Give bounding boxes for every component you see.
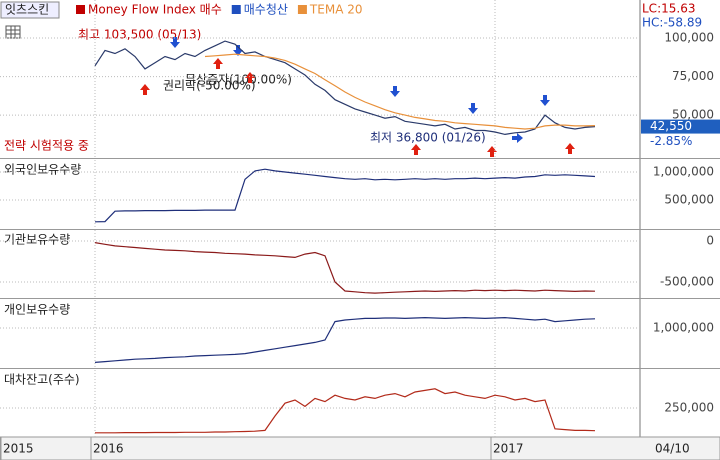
data-line xyxy=(94,242,596,294)
y-tick-label: 0 xyxy=(706,233,714,247)
chart-title: 잇츠스킨 xyxy=(5,3,49,17)
last-price-box xyxy=(641,119,720,134)
data-line xyxy=(94,316,596,363)
x-tick-label: 2017 xyxy=(493,442,524,456)
panel-title: 대차잔고(주수) xyxy=(4,373,80,387)
grid-icon-lines xyxy=(6,26,20,38)
annotation: 전략 시험적용 중 xyxy=(4,139,89,153)
data-line xyxy=(204,53,596,130)
annotation: 최고 103,500 (05/13) xyxy=(78,28,201,42)
data-line xyxy=(94,168,596,223)
sell-signals xyxy=(170,37,550,143)
legend-swatch xyxy=(231,5,241,14)
data-line xyxy=(95,388,596,434)
x-axis-box xyxy=(0,436,720,460)
y-tick-label: 1,000,000 xyxy=(653,321,714,335)
x-tick-label: 2016 xyxy=(93,442,124,456)
y-tick-label: 1,000,000 xyxy=(653,164,714,178)
title-box xyxy=(0,1,60,19)
change-label: -2.85% xyxy=(650,134,692,148)
lc-label: LC:15.63 xyxy=(642,2,695,16)
legend-label: TEMA 20 xyxy=(309,3,363,17)
annotation: 무상증자(100.00%) xyxy=(185,73,292,87)
hc-label: HC:-58.89 xyxy=(642,16,702,30)
y-tick-label: 100,000 xyxy=(664,31,714,45)
legend-label: 매수청산 xyxy=(244,3,288,17)
annotation: 권리락(-50.00%) xyxy=(163,79,256,93)
y-tick-label: 50,000 xyxy=(672,108,714,122)
y-tick-label: 250,000 xyxy=(664,401,714,415)
legend-label: Money Flow Index 매수 xyxy=(88,3,222,17)
x-tick-label: 2015 xyxy=(3,442,34,456)
y-tick-label: 500,000 xyxy=(664,192,714,206)
legend-swatch xyxy=(76,5,85,14)
y-tick-label: -500,000 xyxy=(660,274,714,288)
buy-signals xyxy=(140,58,575,157)
y-tick-label: 75,000 xyxy=(672,69,714,83)
legend-swatch xyxy=(297,5,307,14)
panel-title: 외국인보유수량 xyxy=(4,163,81,177)
annotation: 최저 36,800 (01/26) xyxy=(370,131,486,145)
panel-title: 기관보유수량 xyxy=(4,233,70,247)
last-price-label: 42,550 xyxy=(650,119,692,133)
panel-title: 개인보유수량 xyxy=(4,303,70,317)
data-line xyxy=(94,40,596,136)
cursor-date: 04/10 xyxy=(655,442,690,456)
